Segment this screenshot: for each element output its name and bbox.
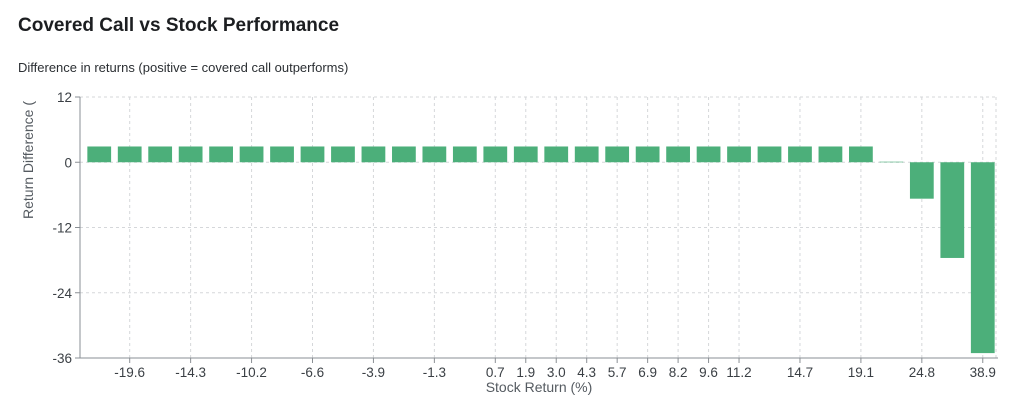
bar[interactable] bbox=[148, 146, 173, 163]
bar[interactable] bbox=[452, 146, 477, 163]
x-tick-label: 1.9 bbox=[516, 365, 535, 380]
bar[interactable] bbox=[483, 146, 508, 163]
bar[interactable] bbox=[635, 146, 660, 163]
bar[interactable] bbox=[209, 146, 233, 163]
bar[interactable] bbox=[392, 146, 416, 163]
x-tick-label: 38.9 bbox=[970, 365, 996, 380]
bar[interactable] bbox=[666, 146, 690, 163]
y-tick-label: 12 bbox=[57, 90, 72, 105]
x-tick-label: -19.6 bbox=[114, 365, 145, 380]
bar[interactable] bbox=[909, 162, 934, 199]
bar[interactable] bbox=[696, 146, 721, 163]
bar[interactable] bbox=[757, 146, 782, 163]
bar[interactable] bbox=[727, 146, 751, 163]
x-tick-label: 9.6 bbox=[699, 365, 718, 380]
x-axis-title: Stock Return (%) bbox=[486, 379, 593, 395]
bar[interactable] bbox=[818, 146, 843, 163]
bar[interactable] bbox=[788, 146, 812, 163]
x-tick-label: -3.9 bbox=[362, 365, 385, 380]
chart-title: Covered Call vs Stock Performance bbox=[18, 15, 340, 36]
x-tick-label: 0.7 bbox=[486, 365, 505, 380]
bar[interactable] bbox=[970, 162, 995, 354]
bar[interactable] bbox=[270, 146, 294, 163]
bar[interactable] bbox=[422, 146, 447, 163]
bar[interactable] bbox=[178, 146, 203, 163]
axis-labels: 12 0 -12 -24 -36 -19.6 -14.3 -10.2 -6.6 -3.9 -1.3 0… bbox=[20, 90, 996, 395]
x-tick-label: -10.2 bbox=[236, 365, 267, 380]
y-tick-label: -36 bbox=[52, 351, 72, 366]
bar[interactable] bbox=[331, 146, 355, 163]
x-tick-label: 6.9 bbox=[638, 365, 657, 380]
x-tick-label: 3.0 bbox=[547, 365, 566, 380]
bar[interactable] bbox=[544, 146, 569, 163]
x-tick-label: -6.6 bbox=[301, 365, 324, 380]
bar[interactable] bbox=[574, 146, 599, 163]
bar[interactable] bbox=[513, 146, 538, 163]
bar[interactable] bbox=[940, 162, 965, 258]
axes bbox=[75, 96, 998, 363]
x-tick-label: 24.8 bbox=[909, 365, 935, 380]
bar[interactable] bbox=[87, 146, 112, 163]
bar[interactable] bbox=[239, 146, 264, 163]
y-axis-title: Return Difference ( bbox=[20, 101, 36, 219]
bar[interactable] bbox=[879, 161, 904, 163]
x-tick-label: 14.7 bbox=[787, 365, 813, 380]
x-tick-label: 8.2 bbox=[669, 365, 688, 380]
x-tick-label: 5.7 bbox=[608, 365, 627, 380]
bars bbox=[87, 146, 995, 354]
chart-subtitle: Difference in returns (positive = covere… bbox=[18, 60, 349, 75]
x-tick-label: 11.2 bbox=[726, 365, 751, 380]
bar[interactable] bbox=[117, 146, 142, 163]
y-tick-label: 0 bbox=[64, 155, 72, 170]
y-tick-label: -24 bbox=[52, 286, 72, 301]
bar[interactable] bbox=[300, 146, 325, 163]
x-tick-label: -1.3 bbox=[423, 365, 446, 380]
bar[interactable] bbox=[605, 146, 630, 163]
x-tick-label: -14.3 bbox=[175, 365, 206, 380]
bar[interactable] bbox=[849, 146, 873, 163]
x-tick-label: 4.3 bbox=[577, 365, 596, 380]
x-tick-label: 19.1 bbox=[848, 365, 874, 380]
y-tick-label: -12 bbox=[52, 221, 72, 236]
grid bbox=[80, 96, 998, 359]
bar[interactable] bbox=[361, 146, 386, 163]
